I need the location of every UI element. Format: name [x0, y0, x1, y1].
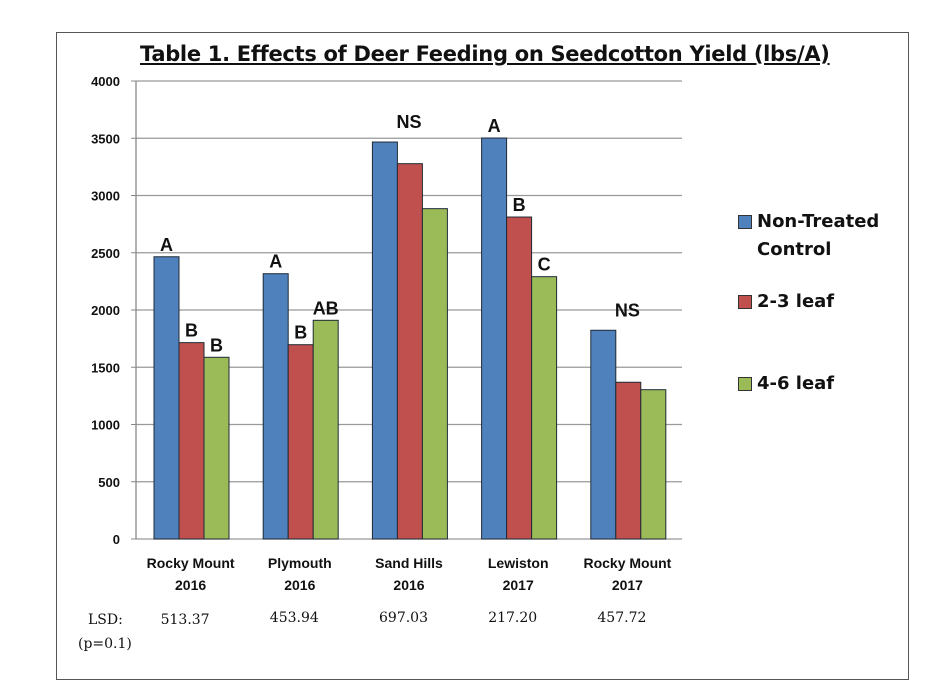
y-tick-label: 4000 [91, 74, 120, 89]
x-tick-label: 2016 [393, 577, 424, 593]
bar-2-3-leaf [178, 342, 205, 540]
bar-4-6-leaf [203, 356, 230, 540]
bar-2-3-leaf [615, 381, 642, 540]
lsd-label: LSD: [88, 612, 123, 628]
y-tick-label: 0 [113, 532, 120, 547]
chart-title: Table 1. Effects of Deer Feeding on Seed… [140, 42, 830, 66]
significance-label: NS [396, 112, 421, 132]
legend-label: Non-Treated [757, 211, 880, 232]
significance-label: AB [313, 298, 339, 318]
bar-non-treated-control [371, 141, 398, 540]
y-tick-label: 2000 [91, 303, 120, 318]
y-tick-label: 3500 [91, 131, 120, 146]
lsd-value: 457.72 [597, 610, 647, 626]
legend-label: Control [757, 239, 832, 260]
y-tick-label: 3000 [91, 189, 120, 204]
significance-label: NS [615, 300, 640, 320]
bar-2-3-leaf [396, 163, 423, 540]
y-tick-label: 1000 [91, 418, 120, 433]
x-tick-label: 2017 [503, 577, 534, 593]
bar-4-6-leaf [421, 208, 448, 540]
significance-label: C [538, 255, 551, 275]
y-tick-label: 500 [98, 475, 120, 490]
bar-non-treated-control [481, 137, 508, 540]
x-tick-label: Rocky Mount [147, 555, 235, 571]
lsd-value: 697.03 [379, 610, 428, 626]
legend-label: 4-6 leaf [757, 373, 835, 394]
significance-label: A [488, 116, 501, 136]
significance-label: A [269, 252, 282, 272]
bar-non-treated-control [262, 273, 289, 540]
y-tick-label: 1500 [91, 360, 120, 375]
significance-label: B [210, 335, 223, 355]
bar-non-treated-control [590, 329, 617, 540]
x-tick-label: Sand Hills [375, 555, 443, 571]
x-tick-label: Plymouth [268, 555, 332, 571]
legend-item: 4-6 leaf [738, 370, 834, 398]
legend-swatch [738, 215, 752, 229]
chart-frame [56, 32, 909, 680]
x-tick-label: 2016 [284, 577, 315, 593]
x-tick-label: 2016 [175, 577, 206, 593]
lsd-sublabel: (p=0.1) [78, 636, 132, 652]
legend-swatch [738, 295, 752, 309]
lsd-value: 453.94 [269, 610, 319, 626]
significance-label: A [160, 235, 173, 255]
significance-label: B [513, 195, 526, 215]
significance-label: B [294, 323, 307, 343]
x-tick-label: 2017 [612, 577, 643, 593]
legend-swatch [738, 377, 752, 391]
bar-2-3-leaf [506, 216, 533, 540]
bar-non-treated-control [153, 256, 180, 540]
bar-4-6-leaf [640, 389, 667, 540]
bar-2-3-leaf [287, 344, 314, 540]
bar-4-6-leaf [312, 319, 339, 540]
y-tick-label: 2500 [91, 246, 120, 261]
x-tick-label: Rocky Mount [583, 555, 671, 571]
lsd-value: 217.20 [488, 610, 538, 626]
legend-label: 2-3 leaf [757, 291, 835, 312]
legend-item: 2-3 leaf [738, 288, 834, 316]
legend-item: Non-Treated Control [738, 208, 879, 264]
lsd-value: 513.37 [160, 612, 210, 628]
bar-4-6-leaf [531, 276, 558, 540]
x-tick-label: Lewiston [488, 555, 549, 571]
significance-label: B [185, 321, 198, 341]
